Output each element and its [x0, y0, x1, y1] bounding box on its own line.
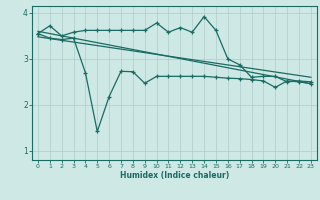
X-axis label: Humidex (Indice chaleur): Humidex (Indice chaleur): [120, 171, 229, 180]
